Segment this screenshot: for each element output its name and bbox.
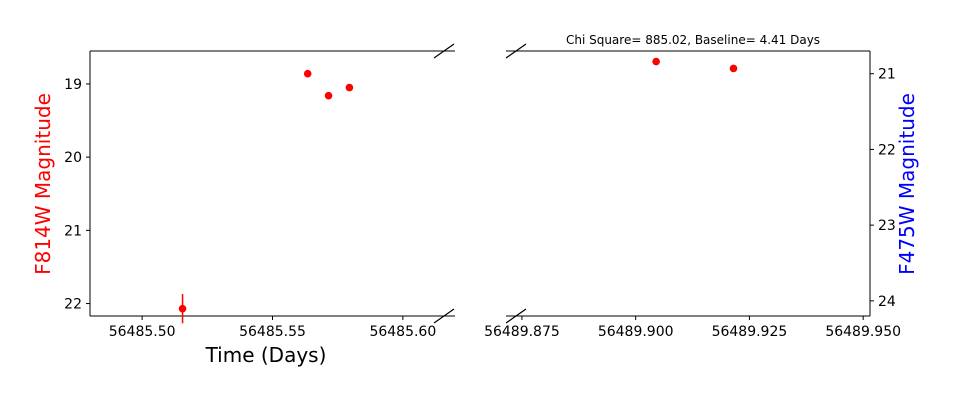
y-tick-label: 23 <box>878 218 896 234</box>
x-tick-label: 56489.875 <box>484 324 560 340</box>
data-point <box>345 83 354 92</box>
right-panel-points <box>652 57 738 73</box>
right-panel-f475w: 56489.875 56489.900 56489.925 56489.950 21 22… <box>484 33 919 340</box>
y-tick-label: 19 <box>64 77 82 93</box>
x-tick-label: 56489.925 <box>712 324 788 340</box>
x-tick-label: 56485.50 <box>109 324 176 340</box>
data-point <box>303 69 312 78</box>
left-plot-area <box>90 51 455 316</box>
left-y-axis-label: F814W Magnitude <box>31 93 55 275</box>
break-mark-left-bottom <box>433 308 455 324</box>
y-tick-label: 22 <box>64 297 82 313</box>
data-point <box>324 91 333 100</box>
y-tick-label: 21 <box>878 67 896 83</box>
x-tick-label: 56485.55 <box>239 324 306 340</box>
data-point <box>652 57 660 66</box>
axis-break-marks <box>433 43 527 324</box>
data-point <box>729 64 738 73</box>
break-mark-right-bottom <box>505 308 527 324</box>
left-panel-ticks: 56485.50 56485.55 56485.60 19 20 21 22 <box>64 77 436 340</box>
y-tick-label: 20 <box>64 150 82 166</box>
data-point <box>178 304 187 313</box>
y-tick-label: 22 <box>878 142 896 158</box>
y-tick-label: 21 <box>64 223 82 239</box>
y-tick-label: 24 <box>878 294 896 310</box>
x-tick-label: 56485.60 <box>369 324 436 340</box>
right-panel-ticks: 56489.875 56489.900 56489.925 56489.950 21 22… <box>484 67 901 340</box>
right-y-axis-label: F475W Magnitude <box>895 93 919 275</box>
chart-title: Chi Square= 885.02, Baseline= 4.41 Days <box>566 33 820 47</box>
right-plot-area <box>506 51 870 316</box>
left-x-axis-label: Time (Days) <box>205 343 327 367</box>
x-tick-label: 56489.900 <box>598 324 674 340</box>
left-panel-f814w: 56485.50 56485.55 56485.60 19 20 21 22 Time (D… <box>31 50 455 367</box>
left-panel-points <box>178 69 354 324</box>
x-tick-label: 56489.950 <box>825 324 901 340</box>
break-mark-right-top <box>505 43 527 59</box>
break-mark-left-top <box>433 43 455 59</box>
